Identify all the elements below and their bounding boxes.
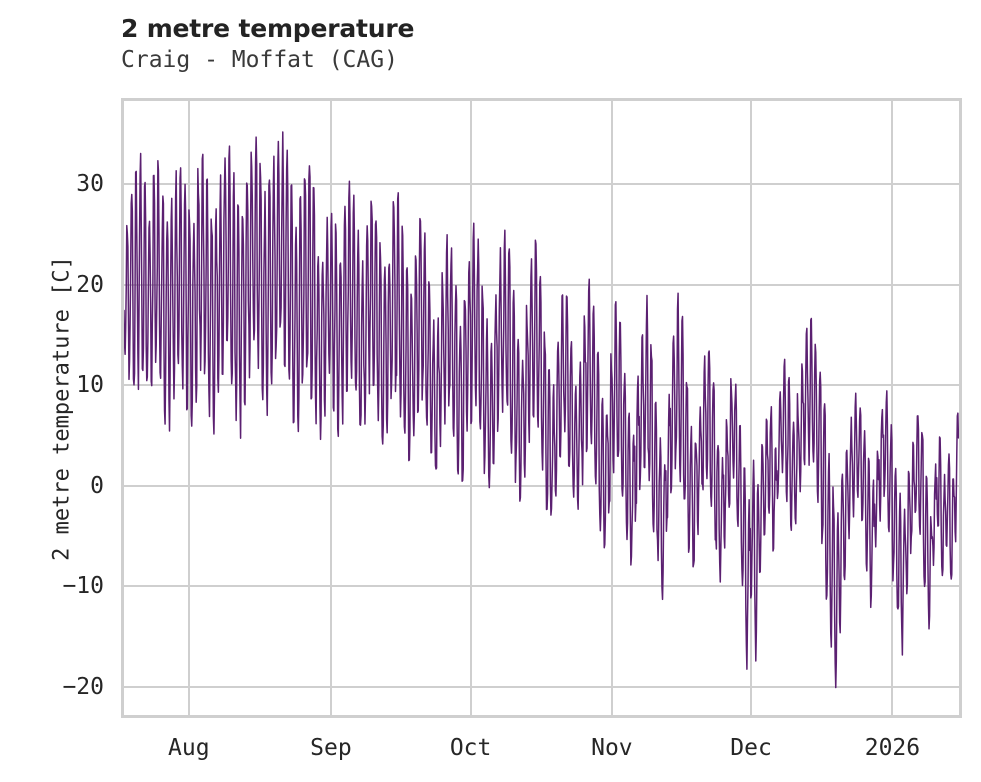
x-tick-label: Aug (168, 735, 210, 761)
gridline-vertical (187, 101, 190, 715)
y-tick-label: 20 (76, 271, 104, 298)
gridline-horizontal (124, 685, 959, 688)
x-tick-label: Oct (449, 735, 492, 761)
x-tick-label: Nov (591, 735, 633, 761)
x-tick-label: 2026 (864, 735, 921, 761)
gridline-horizontal (124, 484, 959, 487)
y-axis: 2 metre temperature [C] 30 20 10 0 −10 −20 (0, 0, 105, 782)
plot-area (121, 98, 962, 718)
x-tick-label: Dec (730, 735, 772, 761)
gridline-vertical (329, 101, 332, 715)
series-layer (124, 131, 959, 689)
gridline-vertical (750, 101, 753, 715)
gridline-horizontal (124, 283, 959, 286)
y-tick-label: 10 (76, 372, 104, 399)
title-block: 2 metre temperature Craig - Moffat (CAG) (121, 14, 821, 74)
chart-subtitle: Craig - Moffat (CAG) (121, 46, 398, 73)
temperature-series-line (124, 131, 959, 689)
y-tick-label: 30 (76, 171, 104, 198)
gridline-horizontal (124, 183, 959, 186)
y-tick-label: −10 (62, 573, 104, 600)
x-tick-label: Sep (310, 735, 352, 761)
plot-inner (124, 101, 959, 715)
gridline-horizontal (124, 585, 959, 588)
y-tick-label: −20 (62, 673, 104, 700)
gridline-vertical (891, 101, 894, 715)
y-tick-label: 0 (90, 472, 104, 499)
page-title: 2 metre temperature (121, 14, 415, 43)
